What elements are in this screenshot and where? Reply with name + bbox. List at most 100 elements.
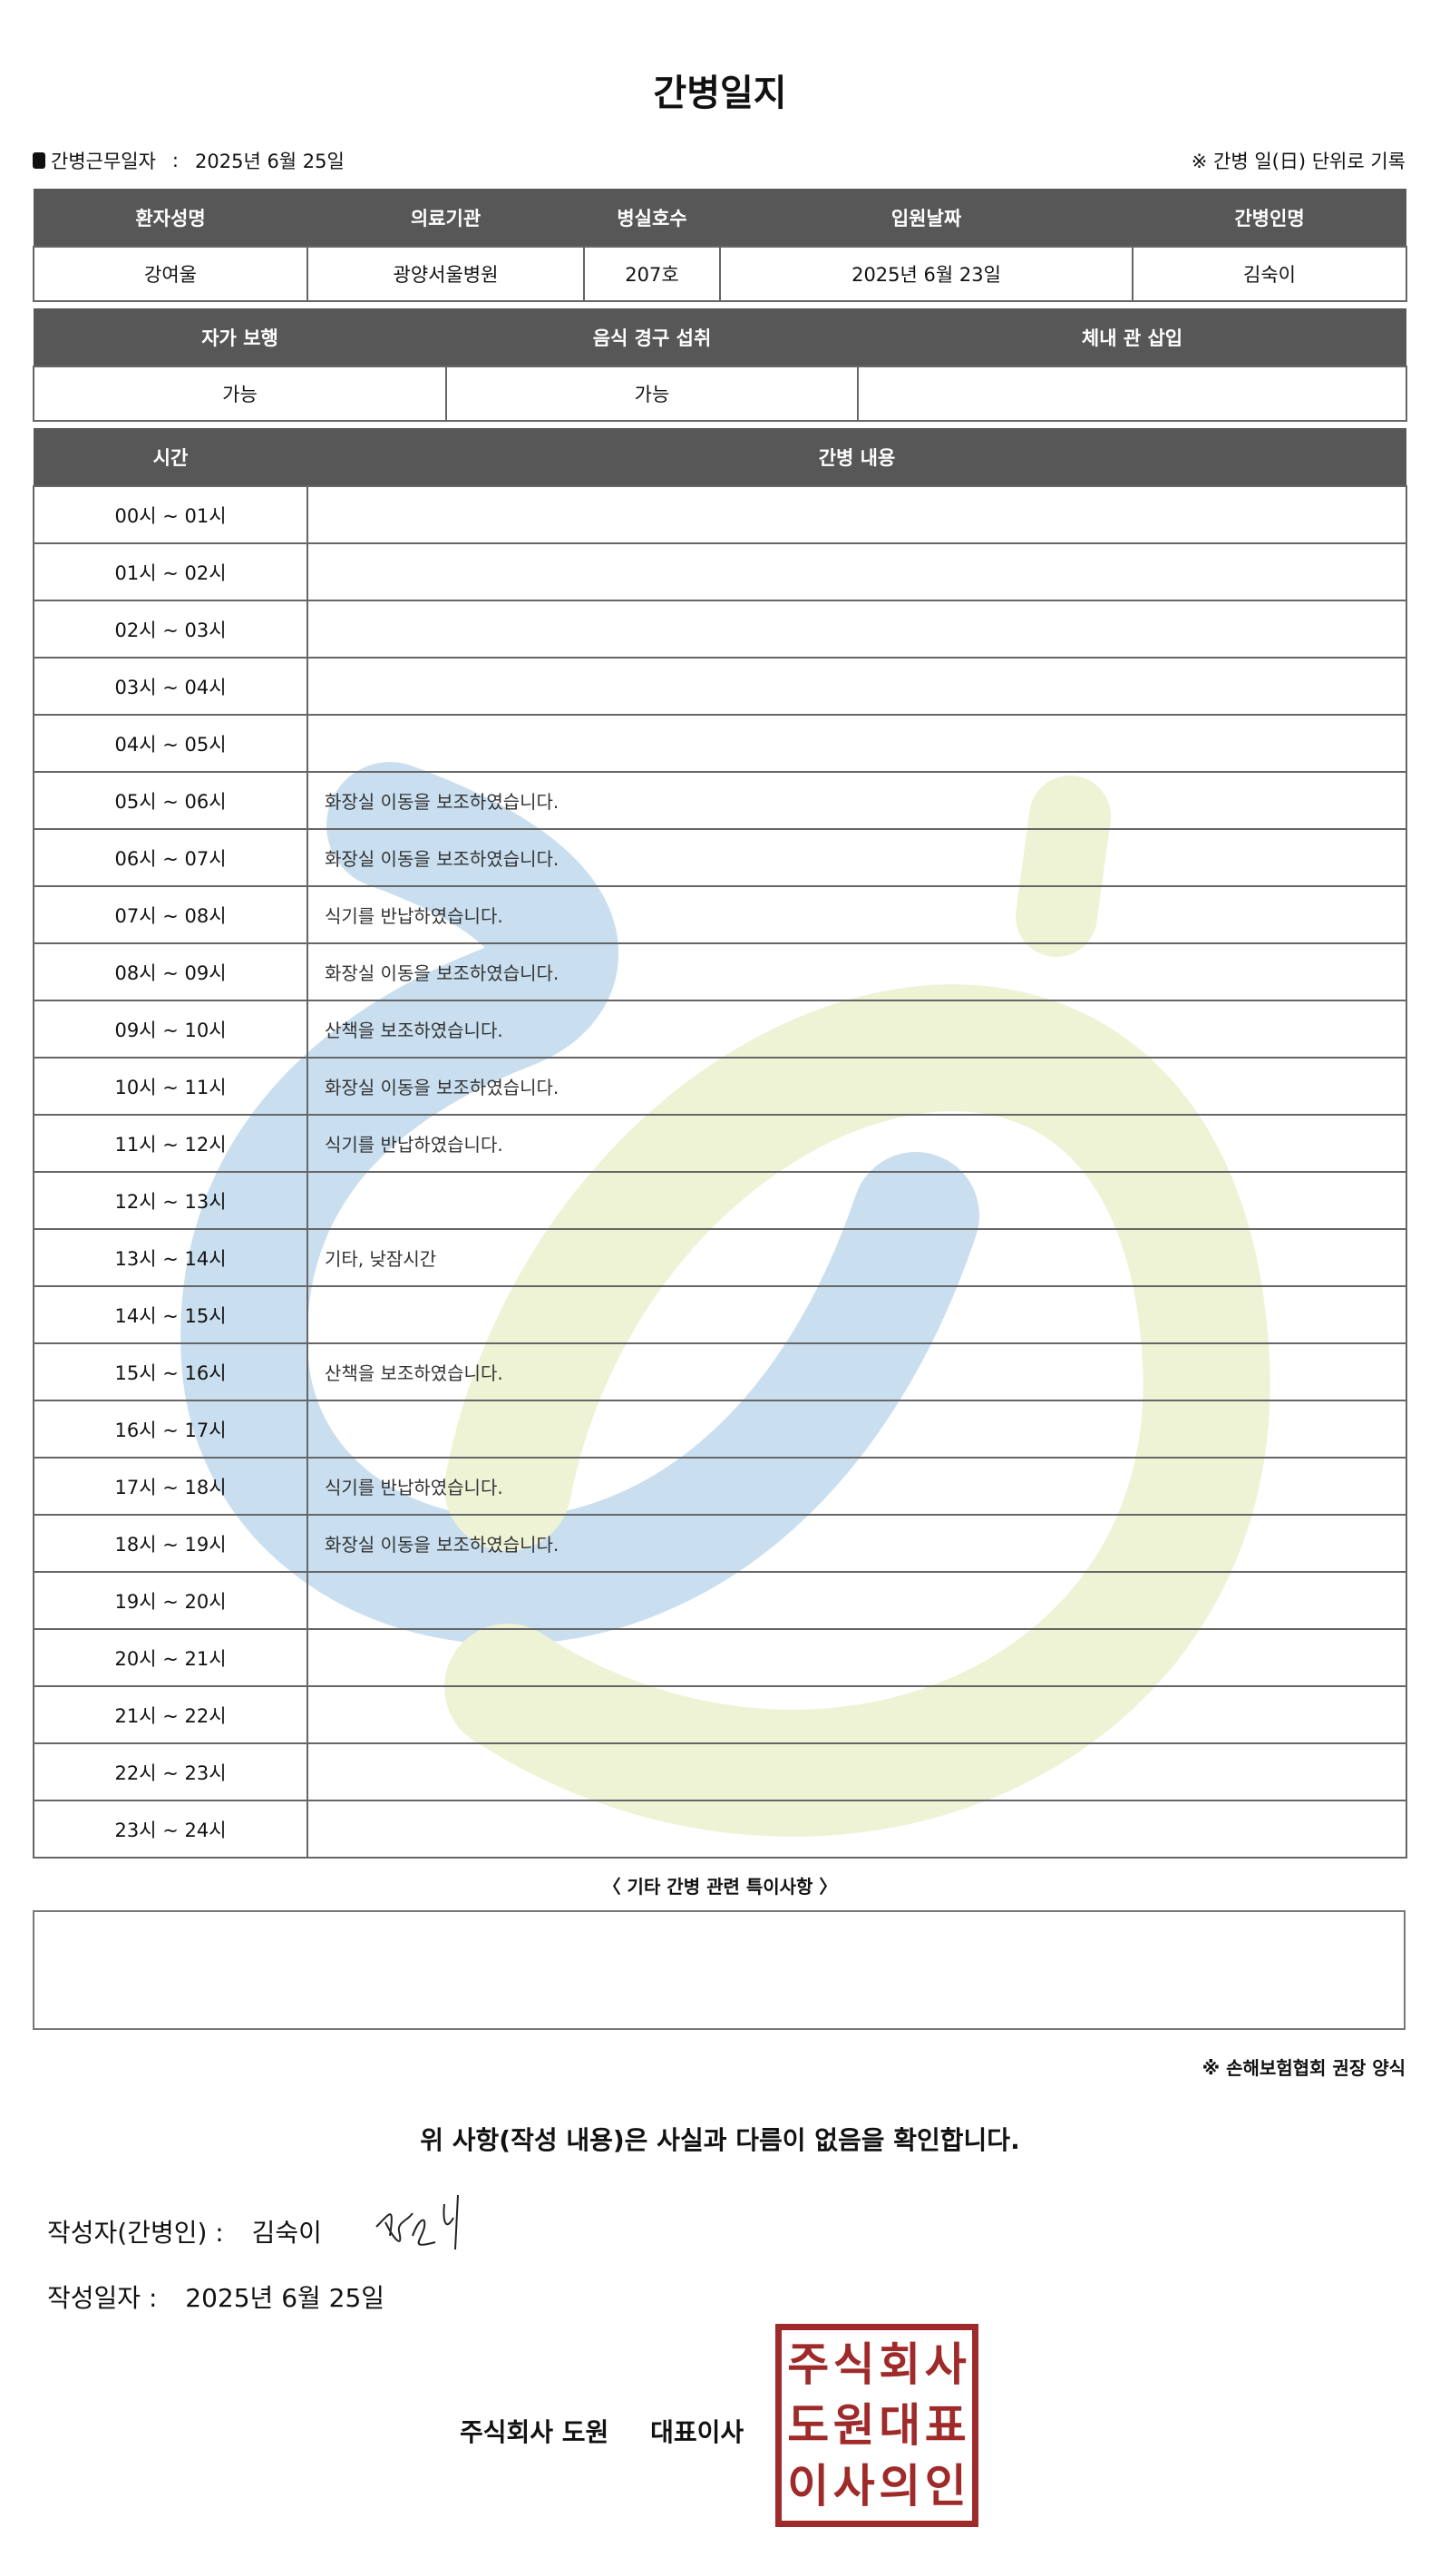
record-note: ※ 간병 일(日) 단위로 기록 — [1191, 151, 1406, 172]
seal-char: 대 — [879, 2398, 921, 2452]
content-cell — [306, 1171, 1407, 1230]
hospital: 광양서울병원 — [306, 246, 585, 302]
content-cell — [306, 1571, 1407, 1630]
written-date-label: 작성일자 : — [47, 2283, 158, 2313]
content-cell: 화장실 이동을 보조하였습니다. — [306, 1057, 1407, 1116]
content-cell — [306, 1800, 1407, 1859]
time-cell: 15시 ~ 16시 — [33, 1342, 308, 1401]
work-date-label: 간병근무일자 — [51, 151, 156, 172]
time-cell: 14시 ~ 15시 — [33, 1285, 308, 1344]
written-date-value: 2025년 6월 25일 — [185, 2283, 385, 2313]
content-cell: 화장실 이동을 보조하였습니다. — [306, 771, 1407, 830]
content-cell: 화장실 이동을 보조하였습니다. — [306, 1514, 1407, 1573]
ceo-title: 대표이사 — [650, 2417, 744, 2447]
content-cell — [306, 542, 1407, 601]
content-cell — [306, 600, 1407, 659]
content-cell: 식기를 반납하였습니다. — [306, 1457, 1407, 1516]
table-row: 20시 ~ 21시 — [33, 1628, 1407, 1687]
confirmation-text: 위 사항(작성 내용)은 사실과 다름이 없음을 확인합니다. — [420, 2125, 1020, 2155]
content-cell — [306, 657, 1407, 716]
time-cell: 19시 ~ 20시 — [33, 1571, 308, 1630]
header-time: 시간 — [34, 428, 307, 486]
seal-char: 인 — [924, 2460, 967, 2513]
content-cell — [306, 1685, 1407, 1744]
header-tube: 체내 관 삽입 — [858, 308, 1406, 366]
time-cell: 13시 ~ 14시 — [33, 1228, 308, 1287]
work-date-value: 2025년 6월 25일 — [195, 151, 345, 172]
content-cell — [306, 485, 1407, 544]
time-cell: 09시 ~ 10시 — [33, 1000, 308, 1059]
time-cell: 02시 ~ 03시 — [33, 600, 308, 659]
time-cell: 20시 ~ 21시 — [33, 1628, 308, 1687]
time-cell: 07시 ~ 08시 — [33, 885, 308, 944]
header-patient-name: 환자성명 — [34, 189, 307, 247]
header-content: 간병 내용 — [307, 428, 1406, 486]
content-cell: 산책을 보조하였습니다. — [306, 1000, 1407, 1059]
time-cell: 10시 ~ 11시 — [33, 1057, 308, 1116]
content-cell — [306, 1400, 1407, 1459]
table-row: 04시 ~ 05시 — [33, 714, 1407, 773]
table-row: 16시 ~ 17시 — [33, 1400, 1407, 1459]
content-cell: 기타, 낮잠시간 — [306, 1228, 1407, 1287]
header-walking: 자가 보행 — [34, 308, 446, 366]
patient-name: 강여울 — [33, 246, 308, 302]
work-date-sep: : — [171, 150, 179, 171]
content-cell: 식기를 반납하였습니다. — [306, 885, 1407, 944]
table-row: 23시 ~ 24시 — [33, 1800, 1407, 1859]
company-signoff: 주식회사 도원 대표이사 — [460, 2413, 744, 2449]
seal-char: 도 — [787, 2398, 830, 2452]
writer-label: 작성자(간병인) : — [47, 2218, 224, 2248]
table-row: 22시 ~ 23시 — [33, 1742, 1407, 1801]
header-caregiver: 간병인명 — [1133, 189, 1406, 247]
care-log-table: 시간 간병 내용 00시 ~ 01시 01시 ~ 02시 02시 ~ 03시 03시 … — [33, 428, 1407, 1859]
time-cell: 01시 ~ 02시 — [33, 542, 308, 601]
seal-char: 표 — [924, 2398, 967, 2452]
table-row: 01시 ~ 02시 — [33, 542, 1407, 601]
time-cell: 21시 ~ 22시 — [33, 1685, 308, 1744]
status-table: 자가 보행 음식 경구 섭취 체내 관 삽입 가능 가능 — [33, 308, 1407, 422]
patient-table: 환자성명 의료기관 병실호수 입원날짜 간병인명 강여울 광양서울병원 207호… — [33, 189, 1407, 302]
table-row: 12시 ~ 13시 — [33, 1171, 1407, 1230]
content-cell — [306, 714, 1407, 773]
content-cell — [306, 1628, 1407, 1687]
signature — [375, 2194, 459, 2250]
time-cell: 00시 ~ 01시 — [33, 485, 308, 544]
table-row: 09시 ~ 10시 산책을 보조하였습니다. — [33, 1000, 1407, 1059]
caregiver: 김숙이 — [1132, 246, 1407, 302]
company-name: 주식회사 도원 — [460, 2417, 609, 2447]
content-cell: 화장실 이동을 보조하였습니다. — [306, 942, 1407, 1001]
seal-char: 원 — [832, 2398, 875, 2452]
table-row: 07시 ~ 08시 식기를 반납하였습니다. — [33, 885, 1407, 944]
time-cell: 16시 ~ 17시 — [33, 1400, 308, 1459]
page-title: 간병일지 — [653, 73, 787, 114]
content-cell: 식기를 반납하였습니다. — [306, 1114, 1407, 1173]
special-notes-title: 〈 기타 간병 관련 특이사항 〉 — [602, 1876, 838, 1898]
time-cell: 05시 ~ 06시 — [33, 771, 308, 830]
header-room: 병실호수 — [584, 189, 720, 247]
time-cell: 17시 ~ 18시 — [33, 1457, 308, 1516]
time-cell: 03시 ~ 04시 — [33, 657, 308, 716]
tube — [857, 366, 1407, 422]
header-hospital: 의료기관 — [307, 189, 584, 247]
table-row: 08시 ~ 09시 화장실 이동을 보조하였습니다. — [33, 942, 1407, 1001]
table-row: 06시 ~ 07시 화장실 이동을 보조하였습니다. — [33, 828, 1407, 887]
time-cell: 04시 ~ 05시 — [33, 714, 308, 773]
table-row: 02시 ~ 03시 — [33, 600, 1407, 659]
header-admission-date: 입원날짜 — [720, 189, 1133, 247]
writer: 작성자(간병인) : 김숙이 — [47, 2213, 322, 2249]
seal-char: 사 — [832, 2460, 875, 2513]
table-row: 05시 ~ 06시 화장실 이동을 보조하였습니다. — [33, 771, 1407, 830]
time-cell: 18시 ~ 19시 — [33, 1514, 308, 1573]
table-row: 00시 ~ 01시 — [33, 485, 1407, 544]
time-cell: 23시 ~ 24시 — [33, 1800, 308, 1859]
seal-char: 주 — [787, 2337, 830, 2391]
table-row: 13시 ~ 14시 기타, 낮잠시간 — [33, 1228, 1407, 1287]
writer-name: 김숙이 — [251, 2218, 322, 2248]
content-cell — [306, 1285, 1407, 1344]
table-row: 10시 ~ 11시 화장실 이동을 보조하였습니다. — [33, 1057, 1407, 1116]
table-row: 15시 ~ 16시 산책을 보조하였습니다. — [33, 1342, 1407, 1401]
time-cell: 22시 ~ 23시 — [33, 1742, 308, 1801]
seal-char: 사 — [924, 2337, 967, 2391]
work-date: 간병근무일자 : 2025년 6월 25일 — [33, 147, 345, 174]
